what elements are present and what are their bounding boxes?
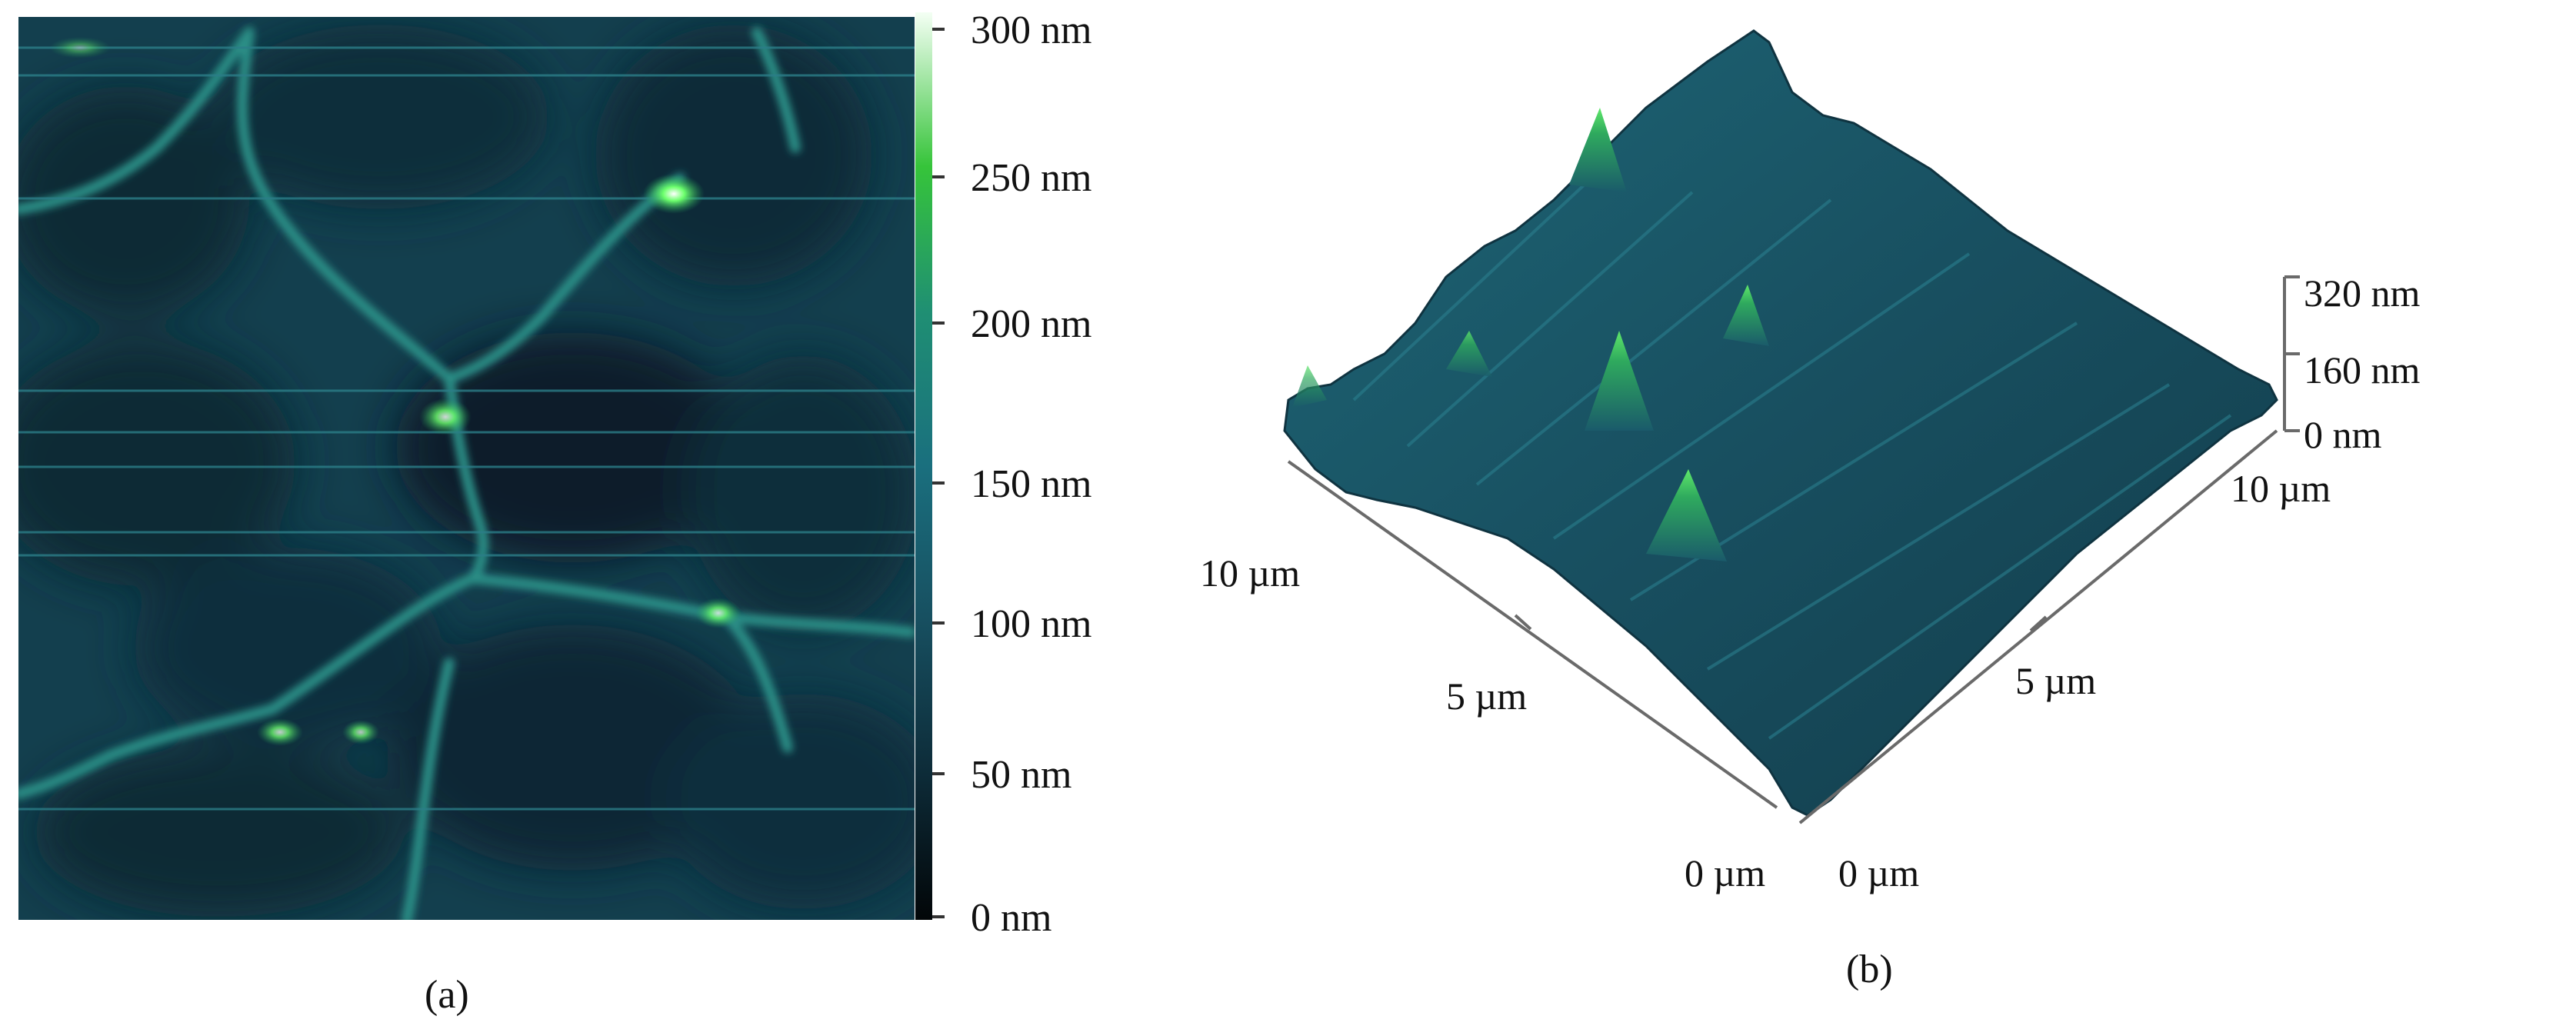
colorbar-tick-label: 200 nm: [971, 302, 1092, 346]
colorbar-tick: [932, 321, 945, 325]
right-axis-label: 10 µm: [2231, 467, 2331, 510]
afm-3d-surface: [1283, 29, 2300, 824]
caption-b: (b): [1846, 948, 1893, 991]
colorbar-tick: [932, 28, 945, 31]
colorbar-tick-label: 0 nm: [971, 896, 1052, 940]
colorbar-tick-label: 300 nm: [971, 8, 1092, 52]
z-axis-tick-label: 160 nm: [2304, 348, 2421, 391]
afm-height-map: [18, 17, 915, 920]
bright-particles: [49, 37, 741, 746]
colorbar-tick-label: 50 nm: [971, 753, 1072, 797]
colorbar-tick: [932, 175, 945, 178]
z-axis-tick-label: 320 nm: [2304, 271, 2421, 315]
surface-body: [1283, 29, 2278, 817]
scan-line-artifacts: [18, 46, 915, 811]
surface-streaks: [1352, 183, 2232, 740]
right-axis-label: 0 µm: [1838, 851, 1920, 894]
left-axis-label: 0 µm: [1685, 851, 1766, 894]
panel-a: 300 nm 250 nm 200 nm 150 nm 100 nm 50 nm…: [0, 0, 1154, 1036]
colorbar-tick: [932, 481, 945, 485]
right-axis-label: 5 µm: [2015, 659, 2097, 702]
caption-a: (a): [425, 973, 469, 1017]
left-axis-label: 5 µm: [1446, 675, 1528, 718]
colorbar-tick-label: 250 nm: [971, 156, 1092, 200]
colorbar-tick-label: 100 nm: [971, 602, 1092, 646]
surface-peaks: [1292, 108, 1769, 561]
colorbar-tick-label: 150 nm: [971, 462, 1092, 506]
z-axis-tick-label: 0 nm: [2304, 413, 2382, 456]
panel-b: 320 nm 160 nm 0 nm 10 µm 5 µm 0 µm 0 µm …: [1154, 0, 2576, 1036]
colorbar-tick: [932, 621, 945, 625]
height-colorbar: [915, 12, 932, 920]
colorbar-tick: [932, 915, 945, 918]
colorbar-tick: [932, 772, 945, 775]
axes: [1287, 275, 2300, 824]
left-axis-label: 10 µm: [1200, 551, 1301, 595]
